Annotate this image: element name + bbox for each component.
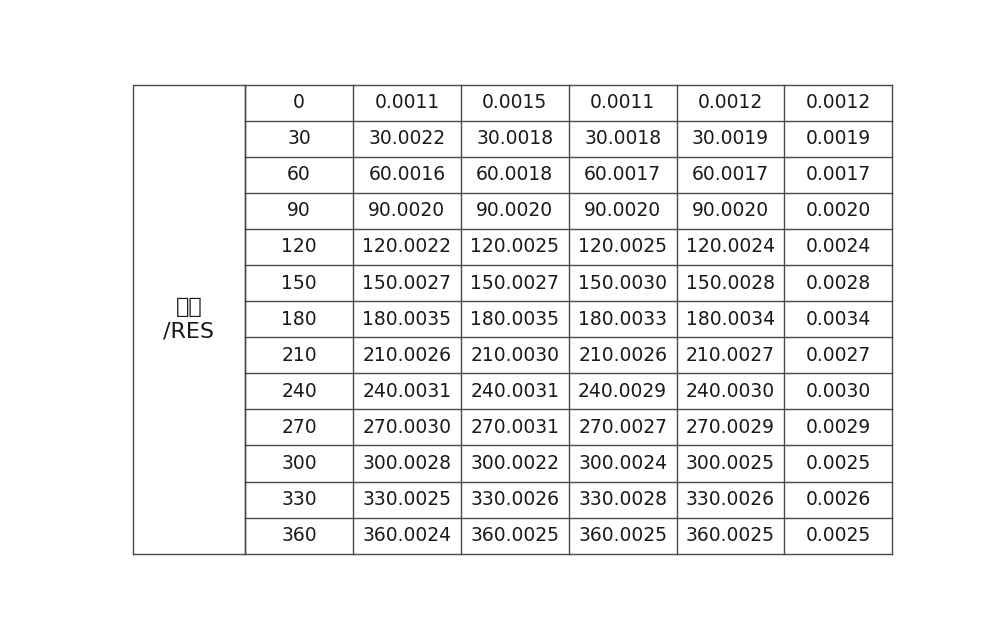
Text: 330.0028: 330.0028 — [578, 490, 667, 509]
Text: 0.0012: 0.0012 — [806, 93, 871, 112]
Text: 180.0035: 180.0035 — [362, 310, 451, 329]
Text: 210.0030: 210.0030 — [470, 346, 559, 365]
Text: 60.0017: 60.0017 — [584, 166, 661, 185]
Text: 150.0027: 150.0027 — [470, 274, 559, 293]
Text: 360.0025: 360.0025 — [578, 526, 667, 545]
Text: 0: 0 — [293, 93, 305, 112]
Text: 30.0019: 30.0019 — [692, 129, 769, 149]
Text: 360.0025: 360.0025 — [686, 526, 775, 545]
Text: 150: 150 — [281, 274, 317, 293]
Text: 300: 300 — [281, 454, 317, 473]
Text: /RES: /RES — [163, 322, 214, 342]
Text: 90.0020: 90.0020 — [476, 202, 553, 221]
Text: 330: 330 — [281, 490, 317, 509]
Text: 30.0022: 30.0022 — [368, 129, 445, 149]
Text: 60.0017: 60.0017 — [692, 166, 769, 185]
Text: 120.0024: 120.0024 — [686, 238, 775, 257]
Text: 30.0018: 30.0018 — [476, 129, 553, 149]
Text: 0.0011: 0.0011 — [590, 93, 655, 112]
Text: 0.0028: 0.0028 — [806, 274, 871, 293]
Text: 330.0025: 330.0025 — [362, 490, 451, 509]
Text: 330.0026: 330.0026 — [470, 490, 559, 509]
Text: 150.0030: 150.0030 — [578, 274, 667, 293]
Text: 120.0025: 120.0025 — [578, 238, 667, 257]
Text: 240.0031: 240.0031 — [362, 382, 451, 401]
Text: 210.0027: 210.0027 — [686, 346, 775, 365]
Text: 270.0030: 270.0030 — [362, 418, 451, 437]
Text: 180.0035: 180.0035 — [470, 310, 559, 329]
Text: 0.0019: 0.0019 — [806, 129, 871, 149]
Text: 120: 120 — [281, 238, 317, 257]
Text: 270.0031: 270.0031 — [470, 418, 559, 437]
Text: 0.0030: 0.0030 — [806, 382, 871, 401]
Text: 180: 180 — [281, 310, 317, 329]
Text: 90.0020: 90.0020 — [584, 202, 661, 221]
Text: 60.0018: 60.0018 — [476, 166, 553, 185]
Text: 60.0016: 60.0016 — [368, 166, 445, 185]
Text: 240.0031: 240.0031 — [470, 382, 559, 401]
Text: 300.0024: 300.0024 — [578, 454, 667, 473]
Text: 180.0033: 180.0033 — [578, 310, 667, 329]
Text: 360: 360 — [281, 526, 317, 545]
Text: 210: 210 — [281, 346, 317, 365]
Text: 360.0025: 360.0025 — [470, 526, 559, 545]
Text: 30.0018: 30.0018 — [584, 129, 661, 149]
Text: 150.0028: 150.0028 — [686, 274, 775, 293]
Text: 30: 30 — [287, 129, 311, 149]
Text: 180.0034: 180.0034 — [686, 310, 775, 329]
Text: 0.0025: 0.0025 — [806, 454, 871, 473]
Text: 240.0029: 240.0029 — [578, 382, 667, 401]
Text: 60: 60 — [287, 166, 311, 185]
Text: 210.0026: 210.0026 — [362, 346, 451, 365]
Text: 240.0030: 240.0030 — [686, 382, 775, 401]
Text: 330.0026: 330.0026 — [686, 490, 775, 509]
Text: 270.0027: 270.0027 — [578, 418, 667, 437]
Text: 150.0027: 150.0027 — [362, 274, 451, 293]
Text: 360.0024: 360.0024 — [362, 526, 451, 545]
Text: 0.0020: 0.0020 — [806, 202, 871, 221]
Text: 0.0012: 0.0012 — [698, 93, 763, 112]
Text: 旋变: 旋变 — [176, 296, 202, 317]
Text: 300.0025: 300.0025 — [686, 454, 775, 473]
Text: 210.0026: 210.0026 — [578, 346, 667, 365]
Text: 300.0028: 300.0028 — [362, 454, 451, 473]
Text: 0.0011: 0.0011 — [374, 93, 440, 112]
Text: 0.0024: 0.0024 — [806, 238, 871, 257]
Text: 0.0015: 0.0015 — [482, 93, 547, 112]
Text: 0.0026: 0.0026 — [806, 490, 871, 509]
Text: 240: 240 — [281, 382, 317, 401]
Text: 0.0034: 0.0034 — [806, 310, 871, 329]
Text: 90.0020: 90.0020 — [368, 202, 445, 221]
Text: 120.0022: 120.0022 — [362, 238, 451, 257]
Text: 0.0025: 0.0025 — [806, 526, 871, 545]
Text: 90: 90 — [287, 202, 311, 221]
Text: 0.0027: 0.0027 — [806, 346, 871, 365]
Text: 90.0020: 90.0020 — [692, 202, 769, 221]
Text: 0.0017: 0.0017 — [806, 166, 871, 185]
Text: 270.0029: 270.0029 — [686, 418, 775, 437]
Text: 120.0025: 120.0025 — [470, 238, 559, 257]
Text: 300.0022: 300.0022 — [470, 454, 559, 473]
Text: 0.0029: 0.0029 — [806, 418, 871, 437]
Text: 270: 270 — [281, 418, 317, 437]
